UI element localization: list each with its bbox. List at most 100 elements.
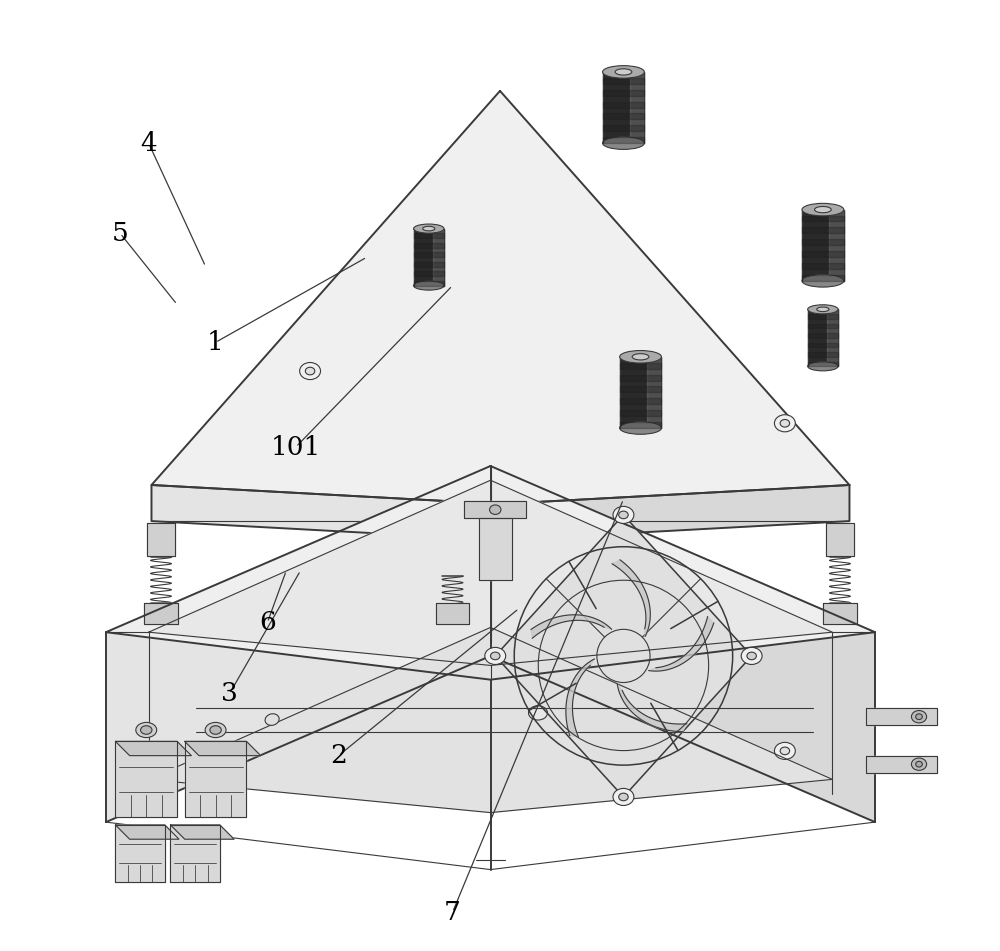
- Polygon shape: [620, 362, 661, 369]
- Polygon shape: [802, 251, 844, 257]
- Ellipse shape: [619, 793, 628, 801]
- Polygon shape: [603, 113, 644, 120]
- Polygon shape: [802, 240, 844, 245]
- Polygon shape: [827, 309, 838, 366]
- Text: 6: 6: [259, 611, 276, 635]
- Polygon shape: [115, 825, 179, 839]
- Polygon shape: [170, 825, 220, 882]
- Polygon shape: [414, 252, 444, 257]
- Polygon shape: [808, 352, 838, 357]
- Polygon shape: [106, 466, 875, 680]
- Polygon shape: [147, 523, 175, 556]
- Polygon shape: [170, 825, 234, 839]
- Polygon shape: [414, 228, 444, 285]
- Ellipse shape: [916, 714, 922, 720]
- Polygon shape: [603, 126, 644, 131]
- Ellipse shape: [485, 648, 506, 665]
- Polygon shape: [414, 262, 444, 266]
- Ellipse shape: [210, 726, 221, 734]
- Polygon shape: [414, 233, 444, 238]
- Ellipse shape: [300, 362, 321, 379]
- Ellipse shape: [808, 361, 838, 371]
- Ellipse shape: [911, 758, 927, 770]
- Text: 7: 7: [444, 900, 461, 924]
- Polygon shape: [617, 685, 687, 731]
- Polygon shape: [612, 560, 650, 636]
- Ellipse shape: [615, 68, 632, 75]
- Polygon shape: [649, 616, 714, 671]
- Ellipse shape: [423, 226, 435, 231]
- Polygon shape: [115, 742, 191, 756]
- Ellipse shape: [916, 762, 922, 767]
- Polygon shape: [448, 542, 476, 575]
- Ellipse shape: [619, 511, 628, 518]
- Ellipse shape: [414, 281, 444, 290]
- Polygon shape: [151, 91, 849, 504]
- Polygon shape: [414, 281, 444, 285]
- Text: 1: 1: [207, 330, 223, 355]
- Polygon shape: [866, 708, 937, 726]
- Polygon shape: [491, 466, 875, 822]
- Polygon shape: [802, 209, 844, 281]
- Ellipse shape: [305, 367, 315, 375]
- Polygon shape: [495, 514, 752, 797]
- Ellipse shape: [817, 307, 829, 312]
- Polygon shape: [464, 501, 526, 518]
- Ellipse shape: [414, 224, 444, 233]
- Polygon shape: [603, 102, 644, 107]
- Ellipse shape: [136, 723, 157, 738]
- Ellipse shape: [815, 206, 831, 213]
- Ellipse shape: [774, 415, 795, 432]
- Ellipse shape: [620, 351, 661, 363]
- Polygon shape: [823, 603, 857, 624]
- Polygon shape: [414, 271, 444, 276]
- Polygon shape: [829, 209, 844, 281]
- Ellipse shape: [613, 506, 634, 523]
- Ellipse shape: [265, 714, 279, 726]
- Polygon shape: [144, 603, 178, 624]
- Polygon shape: [620, 375, 661, 380]
- Polygon shape: [433, 228, 444, 285]
- Polygon shape: [620, 410, 661, 417]
- Polygon shape: [808, 333, 838, 338]
- Text: 3: 3: [221, 682, 238, 707]
- Ellipse shape: [747, 652, 756, 660]
- Polygon shape: [566, 659, 594, 737]
- Polygon shape: [414, 243, 444, 247]
- Ellipse shape: [802, 204, 844, 216]
- Polygon shape: [808, 309, 838, 366]
- Polygon shape: [149, 628, 832, 812]
- Ellipse shape: [620, 421, 661, 435]
- Ellipse shape: [780, 747, 790, 755]
- Text: 2: 2: [330, 743, 347, 768]
- Ellipse shape: [141, 726, 152, 734]
- Polygon shape: [543, 542, 571, 575]
- Ellipse shape: [205, 723, 226, 738]
- Polygon shape: [802, 275, 844, 281]
- Ellipse shape: [911, 710, 927, 723]
- Polygon shape: [603, 89, 644, 96]
- Text: 5: 5: [112, 221, 129, 246]
- Polygon shape: [630, 72, 644, 144]
- Polygon shape: [802, 263, 844, 269]
- Ellipse shape: [603, 66, 644, 78]
- Ellipse shape: [603, 137, 644, 149]
- Polygon shape: [808, 342, 838, 347]
- Ellipse shape: [528, 706, 547, 720]
- Polygon shape: [500, 485, 849, 540]
- Polygon shape: [620, 398, 661, 404]
- Polygon shape: [603, 137, 644, 144]
- Polygon shape: [149, 480, 832, 666]
- Text: 4: 4: [140, 130, 157, 156]
- Ellipse shape: [780, 419, 790, 427]
- Ellipse shape: [774, 743, 795, 760]
- Ellipse shape: [741, 648, 762, 665]
- Polygon shape: [826, 523, 854, 556]
- Polygon shape: [866, 756, 937, 773]
- Polygon shape: [802, 227, 844, 233]
- Polygon shape: [115, 742, 177, 817]
- Ellipse shape: [802, 275, 844, 287]
- Polygon shape: [185, 742, 261, 756]
- Ellipse shape: [613, 788, 634, 805]
- Text: 101: 101: [271, 435, 321, 459]
